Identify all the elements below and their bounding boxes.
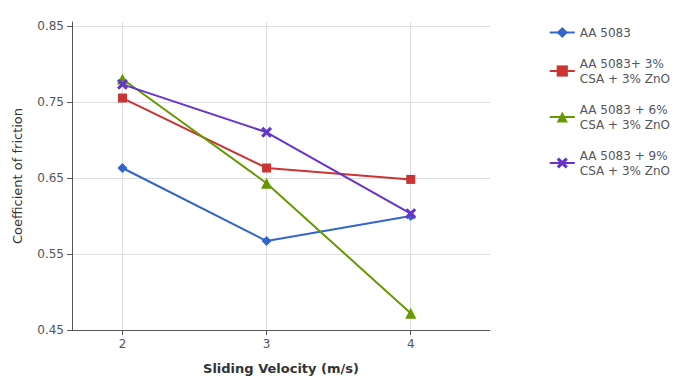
svg-text:0.45: 0.45 [37,323,64,337]
svg-text:AA 5083+ 3%: AA 5083+ 3% [580,57,664,71]
svg-text:Coefficient of friction: Coefficient of friction [10,108,25,244]
svg-text:2: 2 [119,337,127,351]
svg-text:0.85: 0.85 [37,19,64,33]
svg-text:0.55: 0.55 [37,247,64,261]
svg-text:CSA + 3% ZnO: CSA + 3% ZnO [580,118,670,132]
svg-text:CSA + 3% ZnO: CSA + 3% ZnO [580,164,670,178]
svg-text:Sliding Velocity (m/s): Sliding Velocity (m/s) [203,361,359,376]
svg-text:4: 4 [407,337,415,351]
svg-text:AA 5083 + 9%: AA 5083 + 9% [580,149,668,163]
svg-text:AA 5083: AA 5083 [580,26,631,40]
svg-text:3: 3 [263,337,271,351]
svg-text:CSA + 3% ZnO: CSA + 3% ZnO [580,72,670,86]
svg-text:0.65: 0.65 [37,171,64,185]
svg-text:0.75: 0.75 [37,95,64,109]
svg-text:AA 5083 + 6%: AA 5083 + 6% [580,103,668,117]
